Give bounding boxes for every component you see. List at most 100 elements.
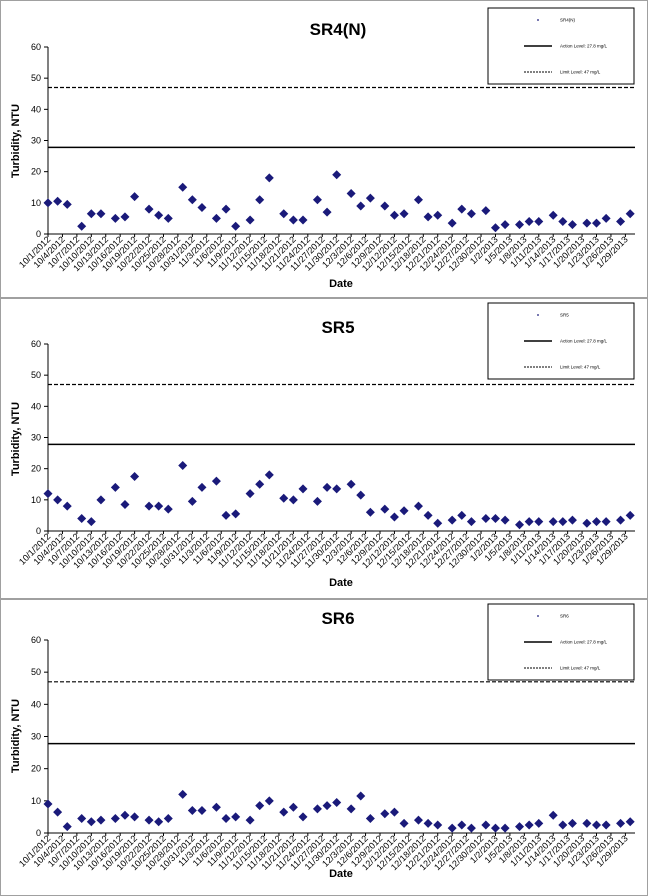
data-point (288, 215, 298, 225)
data-point (279, 209, 289, 219)
data-point (601, 517, 611, 527)
y-tick-label: 30 (31, 433, 41, 443)
data-point (447, 823, 457, 833)
data-point (110, 482, 120, 492)
y-tick-label: 10 (31, 495, 41, 505)
legend-entry-action: Action Level: 27.8 mg/L (560, 44, 608, 49)
data-point (447, 515, 457, 525)
data-point (490, 514, 500, 524)
data-point (567, 220, 577, 230)
data-point (178, 461, 188, 471)
data-point (567, 515, 577, 525)
data-point (380, 504, 390, 514)
data-point (399, 506, 409, 516)
y-tick-label: 40 (31, 401, 41, 411)
y-tick-label: 20 (31, 464, 41, 474)
data-point (548, 810, 558, 820)
y-tick-label: 20 (31, 167, 41, 177)
data-point (548, 517, 558, 527)
data-point (197, 482, 207, 492)
data-point (534, 217, 544, 227)
data-point (298, 215, 308, 225)
data-point (187, 195, 197, 205)
data-point (322, 482, 332, 492)
data-point (96, 815, 106, 825)
data-point (389, 210, 399, 220)
data-point (500, 823, 510, 833)
data-point (625, 510, 635, 520)
data-point (144, 815, 154, 825)
data-point (481, 514, 491, 524)
data-point (490, 823, 500, 833)
data-point (86, 209, 96, 219)
legend-entry-limit: Limit Level: 47 mg/L (560, 365, 601, 370)
data-point (245, 489, 255, 499)
data-point (582, 518, 592, 528)
data-point (130, 471, 140, 481)
data-point (211, 213, 221, 223)
data-point (154, 817, 164, 827)
data-point (332, 484, 342, 494)
data-point (389, 807, 399, 817)
data-point (96, 209, 106, 219)
data-point (245, 215, 255, 225)
data-point (365, 507, 375, 517)
data-point (515, 220, 525, 230)
data-point (567, 818, 577, 828)
legend-entry-series: SR5 (560, 313, 569, 318)
data-point (255, 801, 265, 811)
legend-marker (537, 314, 539, 316)
data-point (625, 209, 635, 219)
legend-entry-series: SR6 (560, 614, 569, 619)
data-point (221, 510, 231, 520)
data-point (592, 517, 602, 527)
data-point (625, 817, 635, 827)
legend-box (487, 302, 635, 380)
chart-panel-sr4n: SR4(N) Turbidity, NTU Date 0 10 20 30 40 50 60 10/… (0, 0, 648, 298)
legend-marker (537, 19, 539, 21)
data-point (86, 817, 96, 827)
data-point (601, 820, 611, 830)
legend-box (487, 7, 635, 85)
data-point (264, 796, 274, 806)
data-point (592, 218, 602, 228)
chart-title: SR4(N) (310, 20, 367, 39)
data-point (500, 515, 510, 525)
data-point (616, 217, 626, 227)
legend-entry-series: SR4(N) (560, 18, 576, 23)
legend-box (487, 603, 635, 681)
data-point (346, 479, 356, 489)
data-point (211, 476, 221, 486)
data-point (346, 188, 356, 198)
data-point (524, 217, 534, 227)
y-tick-label: 30 (31, 732, 41, 742)
y-tick-label: 60 (31, 42, 41, 52)
data-point (130, 812, 140, 822)
y-tick-label: 40 (31, 104, 41, 114)
data-point (423, 510, 433, 520)
chart-panel-sr5: SR5 Turbidity, NTU Date 0 10 20 30 40 50 60 10/1/2… (0, 298, 648, 599)
data-point (524, 820, 534, 830)
data-point (601, 213, 611, 223)
data-point (423, 212, 433, 222)
data-point (524, 517, 534, 527)
data-point (53, 807, 63, 817)
data-point (77, 514, 87, 524)
data-point (144, 204, 154, 214)
data-point (279, 493, 289, 503)
data-point (356, 490, 366, 500)
data-point (433, 210, 443, 220)
data-point (288, 495, 298, 505)
data-point (43, 799, 53, 809)
data-point (245, 815, 255, 825)
data-point (255, 479, 265, 489)
chart-title: SR6 (321, 609, 354, 628)
data-point (558, 517, 568, 527)
data-point (312, 195, 322, 205)
data-point (582, 218, 592, 228)
data-point (548, 210, 558, 220)
data-point (120, 810, 130, 820)
data-point (144, 501, 154, 511)
data-point (77, 221, 87, 231)
